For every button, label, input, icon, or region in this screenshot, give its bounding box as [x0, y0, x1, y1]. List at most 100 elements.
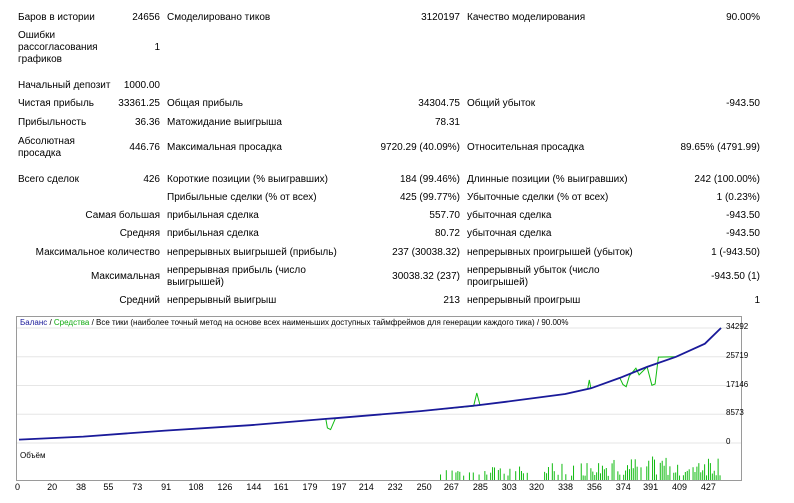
expected-payoff-value: 78.31: [434, 117, 460, 128]
expected-payoff-label: Матожидание выигрыша: [167, 117, 282, 128]
maximal-loss-value: -943.50 (1): [711, 271, 760, 282]
volume-plot: [440, 456, 721, 480]
max-consecutive-losses-value: 1 (-943.50): [711, 247, 760, 258]
gross-loss-label: Общий убыток: [467, 98, 536, 109]
x-tick-label: 250: [416, 482, 432, 492]
largest-profit-value: 557.70: [429, 210, 460, 221]
x-tick-label: 409: [672, 482, 688, 492]
x-tick-label: 0: [15, 482, 21, 492]
loss-trades-label: Убыточные сделки (% от всех): [467, 192, 609, 203]
mismatch-value: 1: [154, 42, 160, 53]
legend-description: Все тики (наиболее точный метод на основ…: [96, 318, 569, 327]
x-tick-label: 356: [586, 482, 602, 492]
max-drawdown-label: Максимальная просадка: [167, 142, 282, 153]
largest-label: Самая большая: [85, 210, 160, 221]
avg-consecutive-losses-label: непрерывный проигрыш: [467, 295, 581, 306]
x-tick-label: 214: [358, 482, 374, 492]
net-profit-value: 33361.25: [118, 98, 160, 109]
profit-factor-label: Прибыльность: [18, 117, 87, 128]
quality-value: 90.00%: [726, 12, 760, 23]
x-tick-label: 338: [557, 482, 573, 492]
total-trades-label: Всего сделок: [18, 174, 79, 185]
bars-label: Баров в истории: [18, 12, 95, 23]
average-profit-value: 80.72: [434, 228, 460, 239]
deposit-label: Начальный депозит: [18, 80, 111, 91]
x-tick-label: 91: [161, 482, 172, 492]
maximal-profit-label: непрерывная прибыль (число выигрышей): [167, 265, 306, 288]
max-consecutive-wins-label: непрерывных выигрышей (прибыль): [167, 247, 337, 258]
volume-label: Объём: [20, 451, 46, 460]
balance-line: [18, 327, 722, 441]
y-tick-label: 8573: [726, 408, 744, 418]
average-loss-value: -943.50: [726, 228, 760, 239]
y-tick-label: 17146: [726, 379, 749, 389]
chart-legend: Баланс / Средства / Все тики (наиболее т…: [20, 318, 568, 328]
average-profit-label: прибыльная сделка: [167, 228, 259, 239]
x-tick-label: 285: [472, 482, 488, 492]
x-tick-label: 267: [443, 482, 459, 492]
x-tick-label: 38: [76, 482, 87, 492]
ticks-value: 3120197: [421, 12, 460, 23]
short-positions-label: Короткие позиции (% выигравших): [167, 174, 328, 185]
long-positions-label: Длинные позиции (% выигравших): [467, 174, 628, 185]
x-tick-label: 391: [643, 482, 659, 492]
legend-equity: Средства: [53, 318, 90, 327]
gross-profit-label: Общая прибыль: [167, 98, 244, 109]
legend-separator: /: [89, 318, 97, 327]
legend-separator: /: [47, 318, 54, 327]
x-tick-label: 427: [700, 482, 716, 492]
average-loss-label: убыточная сделка: [467, 228, 552, 239]
total-trades-value: 426: [143, 174, 160, 185]
gross-loss-value: -943.50: [726, 98, 760, 109]
x-tick-label: 55: [103, 482, 114, 492]
maximal-label: Максимальная: [90, 271, 160, 282]
x-tick-label: 144: [246, 482, 262, 492]
x-tick-label: 126: [217, 482, 233, 492]
largest-profit-label: прибыльная сделка: [167, 210, 259, 221]
mismatch-label: Ошибки рассогласования графиков: [18, 30, 98, 65]
relative-drawdown-label: Относительная просадка: [467, 142, 585, 153]
balance-chart-plot: [17, 327, 741, 444]
x-tick-label: 179: [302, 482, 318, 492]
gross-profit-value: 34304.75: [418, 98, 460, 109]
ticks-label: Смоделировано тиков: [167, 12, 271, 23]
avg-consecutive-label: Средний: [119, 295, 160, 306]
legend-balance: Баланс: [20, 318, 48, 327]
largest-loss-value: -943.50: [726, 210, 760, 221]
equity-line: [18, 327, 722, 441]
max-consecutive-losses-label: непрерывных проигрышей (убыток): [467, 247, 633, 258]
loss-trades-value: 1 (0.23%): [716, 192, 760, 203]
y-tick-label: 0: [726, 437, 731, 446]
y-tick-label: 34292: [726, 322, 749, 331]
balance-chart: Баланс / Средства / Все тики (наиболее т…: [16, 316, 742, 452]
relative-drawdown-value: 89.65% (4791.99): [680, 142, 760, 153]
x-tick-label: 232: [387, 482, 403, 492]
volume-pane: Объём: [16, 450, 742, 481]
x-tick-label: 73: [132, 482, 143, 492]
x-tick-label: 374: [615, 482, 631, 492]
maximal-profit-value: 30038.32 (237): [392, 271, 460, 282]
x-tick-label: 161: [273, 482, 289, 492]
profit-trades-label: Прибыльные сделки (% от всех): [167, 192, 317, 203]
x-tick-label: 108: [188, 482, 204, 492]
absolute-drawdown-label: Абсолютная просадка: [18, 136, 75, 159]
deposit-value: 1000.00: [123, 80, 160, 91]
avg-consecutive-wins-label: непрерывный выигрыш: [167, 295, 277, 306]
absolute-drawdown-value: 446.76: [129, 142, 160, 153]
short-positions-value: 184 (99.46%): [399, 174, 460, 185]
y-tick-label: 25719: [726, 350, 749, 360]
max-count-label: Максимальное количество: [35, 247, 160, 258]
bars-value: 24656: [132, 12, 160, 23]
long-positions-value: 242 (100.00%): [694, 174, 760, 185]
quality-label: Качество моделирования: [467, 12, 586, 23]
x-tick-label: 20: [47, 482, 58, 492]
profit-factor-value: 36.36: [134, 117, 160, 128]
maximal-loss-label: непрерывный убыток (число проигрышей): [467, 265, 600, 288]
max-drawdown-value: 9720.29 (40.09%): [380, 142, 460, 153]
avg-consecutive-losses-value: 1: [754, 295, 760, 306]
largest-loss-label: убыточная сделка: [467, 210, 552, 221]
max-consecutive-wins-value: 237 (30038.32): [392, 247, 460, 258]
avg-consecutive-wins-value: 213: [443, 295, 460, 306]
net-profit-label: Чистая прибыль: [18, 98, 94, 109]
average-label: Средняя: [119, 228, 160, 239]
